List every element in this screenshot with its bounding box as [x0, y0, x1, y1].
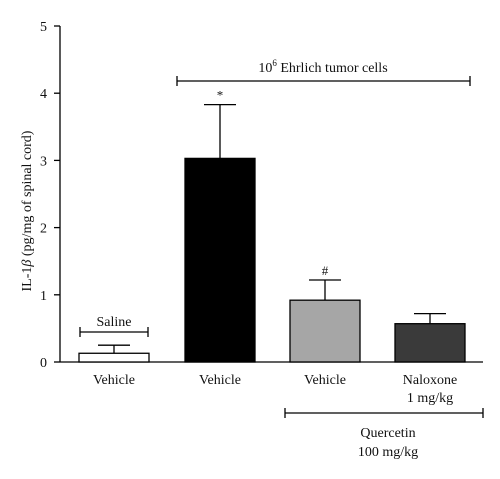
bar: [289, 299, 361, 363]
bar: [394, 323, 466, 363]
x-tick-label: Naloxone: [403, 373, 457, 388]
axes: [59, 26, 483, 363]
x-tick-sublabel: 1 mg/kg: [407, 391, 453, 406]
bar: [184, 157, 256, 363]
quercetin-label: Quercetin: [360, 426, 415, 441]
saline-bracket: Saline: [79, 315, 149, 337]
y-tick-label: 1: [40, 289, 47, 304]
y-tick-label: 5: [40, 20, 47, 35]
y-tick-label: 0: [40, 356, 47, 371]
significance-marker: #: [322, 263, 329, 278]
quercetin-dose-label: 100 mg/kg: [358, 445, 418, 460]
significance-marker: *: [217, 88, 224, 103]
y-ticks: 0 1 2 3 4 5: [40, 20, 60, 371]
y-axis-label: IL-1β (pg/mg of spinal cord): [20, 130, 35, 291]
x-tick-labels: Vehicle Vehicle Vehicle Naloxone 1 mg/kg: [93, 373, 457, 406]
quercetin-bracket: Quercetin 100 mg/kg: [284, 408, 484, 460]
bar: [78, 352, 150, 363]
y-tick-label: 2: [40, 222, 47, 237]
saline-label: Saline: [97, 315, 132, 330]
tumor-label: 106 Ehrlich tumor cells: [258, 58, 387, 76]
significance-markers: *#: [217, 88, 329, 278]
x-tick-label: Vehicle: [199, 373, 241, 388]
x-tick-label: Vehicle: [93, 373, 135, 388]
y-tick-label: 4: [40, 87, 47, 102]
y-tick-label: 3: [40, 154, 47, 169]
x-tick-label: Vehicle: [304, 373, 346, 388]
error-bars: [98, 103, 446, 354]
tumor-bracket: 106 Ehrlich tumor cells: [176, 58, 471, 86]
